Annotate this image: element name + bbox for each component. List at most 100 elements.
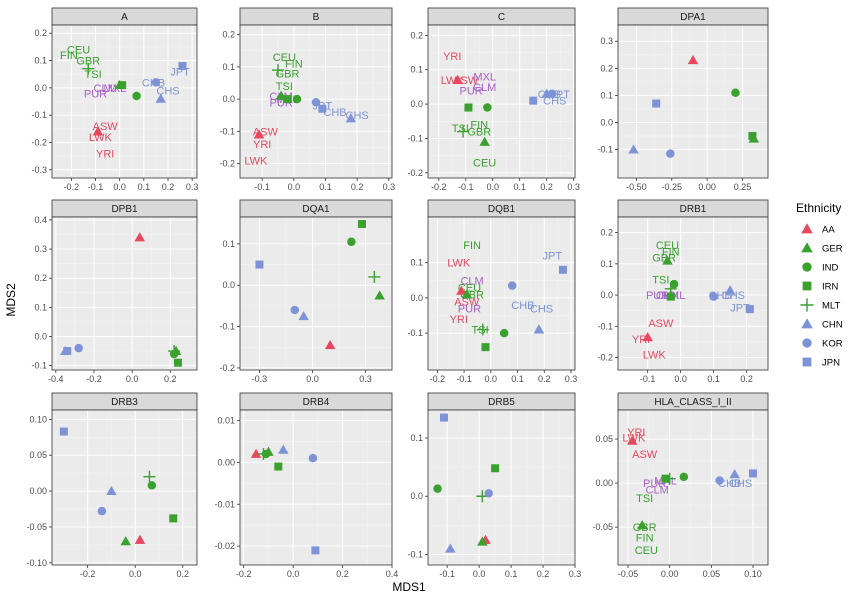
facet-panel: DRB4 -0.2 0.0 0.2 0.4 -0.02 -0.01 0.00 0.01 (214, 392, 399, 579)
x-tick-label: 0.0 (113, 182, 126, 192)
y-tick-label: 0.0 (600, 290, 613, 300)
y-tick-label: 0.05 (595, 434, 613, 444)
population-label: PUR (643, 478, 666, 490)
point-ger (636, 520, 648, 530)
point-irn (491, 464, 500, 473)
population-label: CEU (273, 52, 296, 64)
x-tick-label: 0.2 (336, 569, 349, 579)
legend-label: IND (822, 263, 839, 274)
point-jpn (178, 61, 187, 70)
population-label: CLM (460, 275, 483, 287)
point-chn (345, 113, 357, 123)
x-tick-label: 0.2 (351, 182, 364, 192)
population-label: ASW (648, 318, 674, 330)
point-ind (132, 91, 141, 101)
panel-border (239, 409, 393, 566)
x-tick-label: -0.1 (254, 182, 270, 192)
x-tick-label: 0.0 (288, 182, 301, 192)
y-tick-label: 0.0 (34, 83, 47, 93)
point-jpn (439, 413, 448, 422)
y-tick-label: -0.1 (219, 322, 235, 332)
panel-background (240, 217, 392, 370)
point-irn (173, 358, 182, 367)
point-kor (709, 292, 718, 301)
facet-title: DRB3 (111, 397, 138, 408)
y-tick-label: 0.1 (600, 259, 613, 269)
legend-key-kor (802, 338, 812, 348)
x-tick-label: 0.10 (744, 569, 762, 579)
legend-label: JPN (822, 358, 840, 369)
legend-label: AA (822, 225, 835, 236)
point-ind (292, 94, 302, 104)
legend-key-aa (801, 223, 813, 234)
x-tick-label: 0.3 (359, 374, 372, 384)
y-tick-label: -0.10 (26, 558, 47, 568)
point-jpn (63, 347, 72, 356)
point-ind (147, 481, 157, 490)
facet-panel: DRB3 -0.2 0.0 0.2 -0.10 -0.05 0.00 0.05 0.10 (26, 392, 198, 579)
legend-item-jpn: JPN (802, 358, 840, 369)
x-tick-label: -0.1 (88, 182, 104, 192)
facet-title: A (121, 12, 128, 23)
x-tick-label: -0.05 (618, 569, 639, 579)
y-tick-label: 0.0 (34, 331, 47, 341)
panel-border (427, 24, 576, 179)
population-label: TSI (472, 325, 489, 337)
point-jpn (59, 427, 68, 436)
population-label: ASW (453, 75, 479, 87)
point-jpn (529, 96, 538, 105)
point-aa (626, 435, 638, 445)
point-ind (731, 88, 740, 97)
population-label: JPT (543, 251, 563, 263)
y-axis-title: MDS2 (4, 283, 18, 317)
point-jpn (745, 305, 754, 314)
point-ind (347, 237, 356, 247)
facet-title: DRB4 (303, 397, 330, 408)
point-kor (484, 489, 493, 498)
legend-key-mlt (800, 298, 814, 312)
facet-title: C (498, 12, 505, 23)
facet-panel: HLA_CLASS_I_II -0.05 0.00 0.05 0.10 -0.05 0.00… (592, 392, 769, 579)
point-irn (283, 95, 292, 104)
y-tick-label: 0.1 (600, 90, 613, 100)
point-ind (499, 328, 509, 338)
legend-item-ind: IND (802, 262, 839, 274)
y-tick-label: 0.1 (34, 302, 47, 312)
population-label: CEU (473, 158, 496, 170)
legend-item-kor: KOR (802, 338, 843, 350)
y-tick-label: -0.1 (31, 361, 47, 371)
x-tick-label: -0.1 (456, 374, 472, 384)
point-ind (483, 103, 492, 112)
x-axis-title: MDS1 (392, 580, 426, 594)
y-tick-label: 0.2 (600, 228, 613, 238)
panel-border (427, 409, 576, 566)
x-tick-label: -0.4 (48, 374, 64, 384)
y-tick-label: -0.3 (31, 165, 47, 175)
population-label: TSI (652, 274, 669, 286)
point-mlt (457, 125, 470, 138)
facet-title: DPA1 (680, 12, 706, 23)
point-kor (715, 476, 724, 485)
y-tick-label: 0.05 (29, 450, 47, 460)
point-kor (547, 89, 557, 99)
point-ind (679, 472, 689, 482)
population-label: GBR (467, 127, 491, 139)
y-tick-label: -0.2 (31, 137, 47, 147)
point-mlt (368, 270, 381, 283)
point-irn (464, 103, 473, 112)
y-tick-label: 0.1 (222, 62, 235, 72)
panel-background (428, 410, 575, 565)
x-tick-label: 0.0 (485, 374, 498, 384)
x-tick-label: 0.4 (386, 569, 399, 579)
y-tick-label: -0.02 (214, 541, 235, 551)
population-label: CHS (543, 96, 566, 108)
legend-item-mlt: MLT (800, 298, 840, 312)
point-kor (290, 305, 300, 315)
point-jpn (749, 469, 757, 478)
x-tick-label: 0.1 (513, 182, 526, 192)
x-tick-label: 0.0 (287, 569, 300, 579)
population-label: CHB (511, 300, 534, 312)
point-ger (477, 536, 488, 546)
population-label: CHS (729, 478, 752, 490)
legend-key-ger (801, 242, 813, 253)
